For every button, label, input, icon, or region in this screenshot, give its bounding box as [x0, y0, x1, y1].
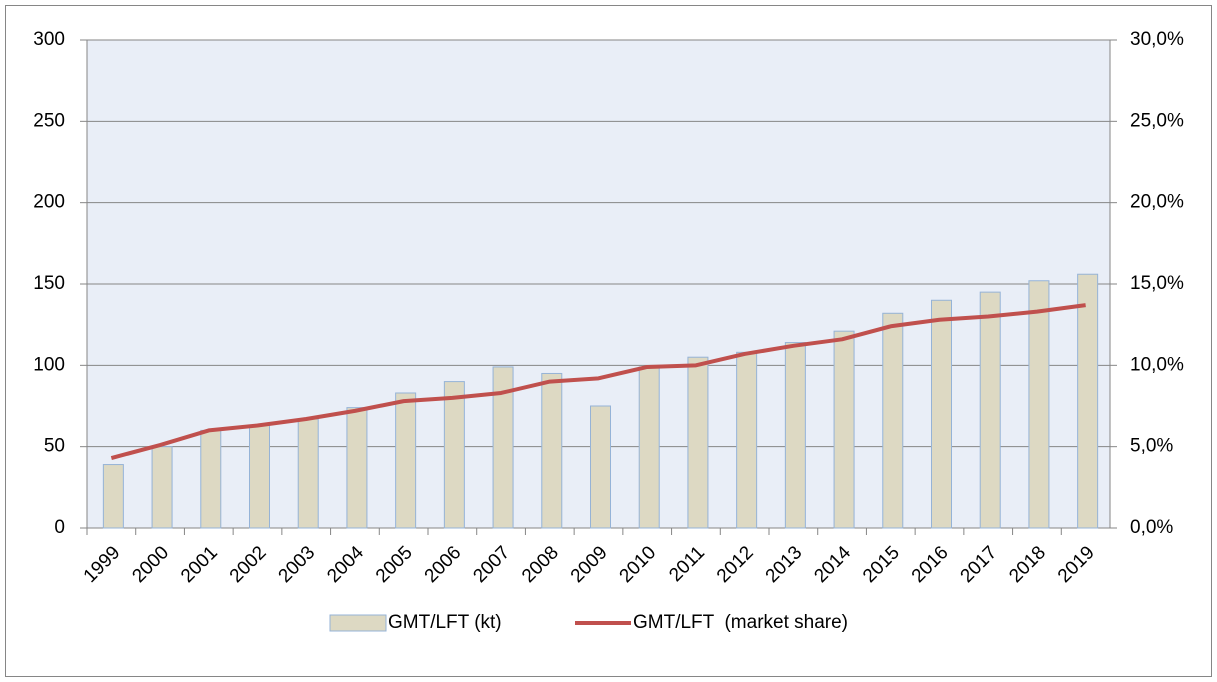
bar	[541, 372, 563, 529]
y-tick-label: 250	[33, 110, 65, 131]
bar	[736, 351, 758, 529]
y2-tick-label: 0,0%	[1130, 517, 1173, 538]
bar	[297, 418, 319, 529]
bar	[151, 446, 173, 529]
legend-swatch	[329, 614, 387, 632]
bar	[833, 330, 855, 529]
legend-label: GMT/LFT (market share)	[633, 612, 848, 633]
y-tick-label: 200	[33, 192, 65, 213]
y-tick-label: 100	[33, 354, 65, 375]
bar	[346, 407, 368, 529]
bar	[931, 299, 952, 529]
bar	[102, 464, 124, 529]
bar	[590, 405, 611, 529]
bar	[979, 291, 1001, 529]
line	[110, 303, 1086, 460]
bar	[638, 366, 660, 529]
bar	[492, 366, 514, 529]
y2-tick-label: 25,0%	[1130, 110, 1184, 131]
y2-tick-label: 30,0%	[1130, 29, 1184, 50]
y-tick-label: 0	[54, 517, 65, 538]
legend-label: GMT/LFT (kt)	[388, 612, 502, 633]
y-tick-label: 300	[33, 29, 65, 50]
bar	[687, 356, 709, 529]
y2-tick-label: 15,0%	[1130, 273, 1184, 294]
y-tick-label: 50	[44, 436, 65, 457]
bar	[249, 425, 270, 529]
bar	[395, 392, 417, 529]
bar	[1077, 273, 1099, 529]
bar	[784, 342, 806, 529]
y-tick-label: 150	[33, 273, 65, 294]
y2-tick-label: 5,0%	[1130, 436, 1173, 457]
bar	[1028, 280, 1050, 529]
bar	[882, 312, 904, 529]
bar	[200, 429, 222, 529]
bar	[443, 381, 465, 529]
y2-tick-label: 10,0%	[1130, 354, 1184, 375]
y2-tick-label: 20,0%	[1130, 192, 1184, 213]
